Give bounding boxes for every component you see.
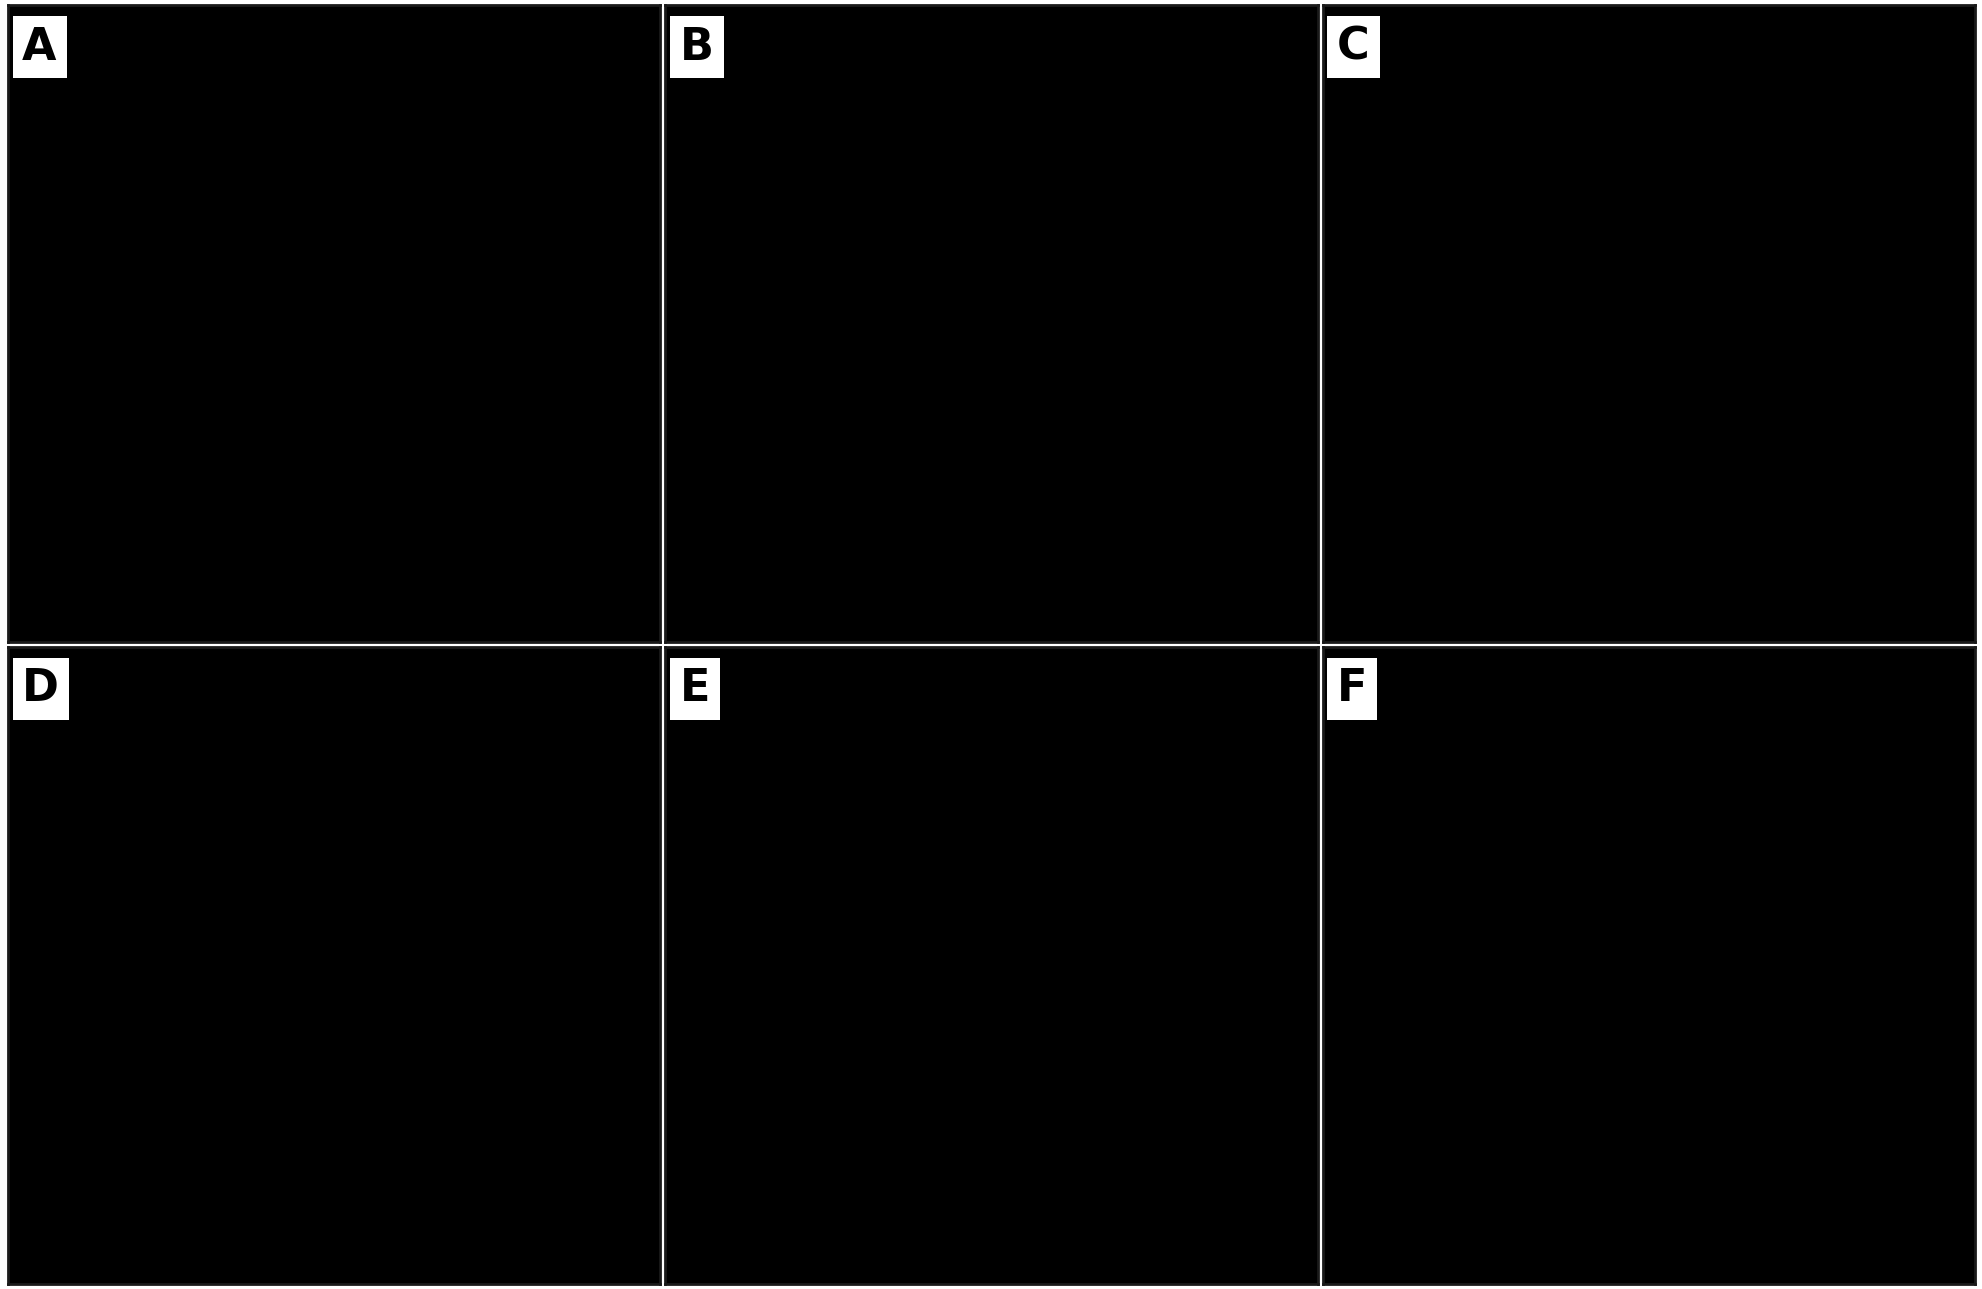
Text: C: C <box>1336 26 1370 68</box>
Text: B: B <box>680 26 714 68</box>
Text: F: F <box>1336 668 1368 710</box>
Text: E: E <box>680 668 710 710</box>
Text: D: D <box>22 668 59 710</box>
Text: A: A <box>22 26 57 68</box>
